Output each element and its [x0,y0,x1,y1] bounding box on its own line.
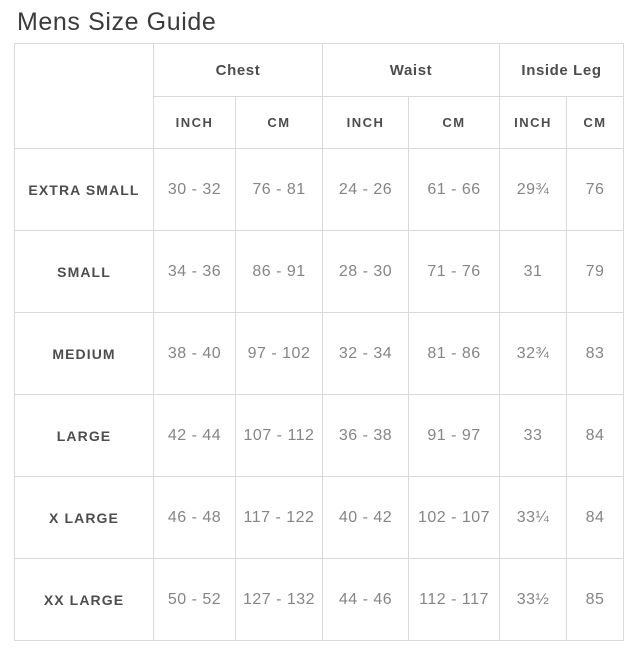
size-guide-table: Chest Waist Inside Leg INCH CM INCH CM I… [14,43,625,641]
size-cell: 42 - 44 [153,394,236,477]
size-cell: 71 - 76 [407,230,501,313]
size-row-label: LARGE [14,394,154,477]
size-cell: 85 [566,558,625,641]
size-cell: 38 - 40 [153,312,236,395]
unit-header-leg-inch: INCH [499,96,568,149]
size-row-label: EXTRA SMALL [14,148,154,231]
size-cell: 36 - 38 [322,394,409,477]
size-cell: 83 [566,312,625,395]
column-group-inside-leg: Inside Leg [499,43,625,97]
table-row-medium: MEDIUM 38 - 40 97 - 102 32 - 34 81 - 86 … [14,312,625,395]
size-cell: 50 - 52 [153,558,236,641]
size-cell: 84 [566,476,625,559]
unit-header-row: INCH CM INCH CM INCH CM [15,96,625,149]
size-row-label: XX LARGE [14,558,154,641]
size-cell: 31 [499,230,568,313]
unit-header-waist-cm: CM [407,96,501,149]
size-row-label: X LARGE [14,476,154,559]
size-cell: 86 - 91 [235,230,323,313]
size-cell: 33¼ [499,476,568,559]
unit-header-waist-inch: INCH [322,96,409,149]
table-row-x-large: X LARGE 46 - 48 117 - 122 40 - 42 102 - … [14,476,625,559]
size-cell: 32 - 34 [322,312,409,395]
unit-header-leg-cm: CM [566,96,625,149]
size-cell: 84 [566,394,625,477]
size-cell: 102 - 107 [407,476,501,559]
size-row-label: SMALL [14,230,154,313]
size-cell: 28 - 30 [322,230,409,313]
size-cell: 79 [566,230,625,313]
table-row-large: LARGE 42 - 44 107 - 112 36 - 38 91 - 97 … [14,394,625,477]
page-title: Mens Size Guide [17,8,217,36]
size-cell: 91 - 97 [407,394,501,477]
size-cell: 32¾ [499,312,568,395]
size-cell: 46 - 48 [153,476,236,559]
group-header-row: Chest Waist Inside Leg [14,43,625,149]
size-cell: 81 - 86 [407,312,501,395]
size-cell: 97 - 102 [235,312,323,395]
size-cell: 127 - 132 [235,558,323,641]
size-cell: 33½ [499,558,568,641]
size-cell: 76 - 81 [235,148,323,231]
size-cell: 29¾ [499,148,568,231]
size-cell: 117 - 122 [235,476,323,559]
table-row-small: SMALL 34 - 36 86 - 91 28 - 30 71 - 76 31… [14,230,625,313]
size-cell: 61 - 66 [407,148,501,231]
size-cell: 107 - 112 [235,394,323,477]
corner-empty-cell [14,43,154,149]
unit-header-chest-inch: INCH [153,96,236,149]
size-row-label: MEDIUM [14,312,154,395]
size-cell: 33 [499,394,568,477]
size-cell: 24 - 26 [322,148,409,231]
size-cell: 40 - 42 [322,476,409,559]
column-group-waist: Waist [321,43,501,97]
size-cell: 30 - 32 [153,148,236,231]
unit-header-chest-cm: CM [235,96,323,149]
size-cell: 112 - 117 [407,558,501,641]
size-cell: 76 [566,148,625,231]
table-row-extra-small: EXTRA SMALL 30 - 32 76 - 81 24 - 26 61 -… [14,148,625,231]
table-row-xx-large: XX LARGE 50 - 52 127 - 132 44 - 46 112 -… [14,558,625,641]
column-group-chest: Chest [153,43,323,97]
size-cell: 44 - 46 [322,558,409,641]
size-cell: 34 - 36 [153,230,236,313]
